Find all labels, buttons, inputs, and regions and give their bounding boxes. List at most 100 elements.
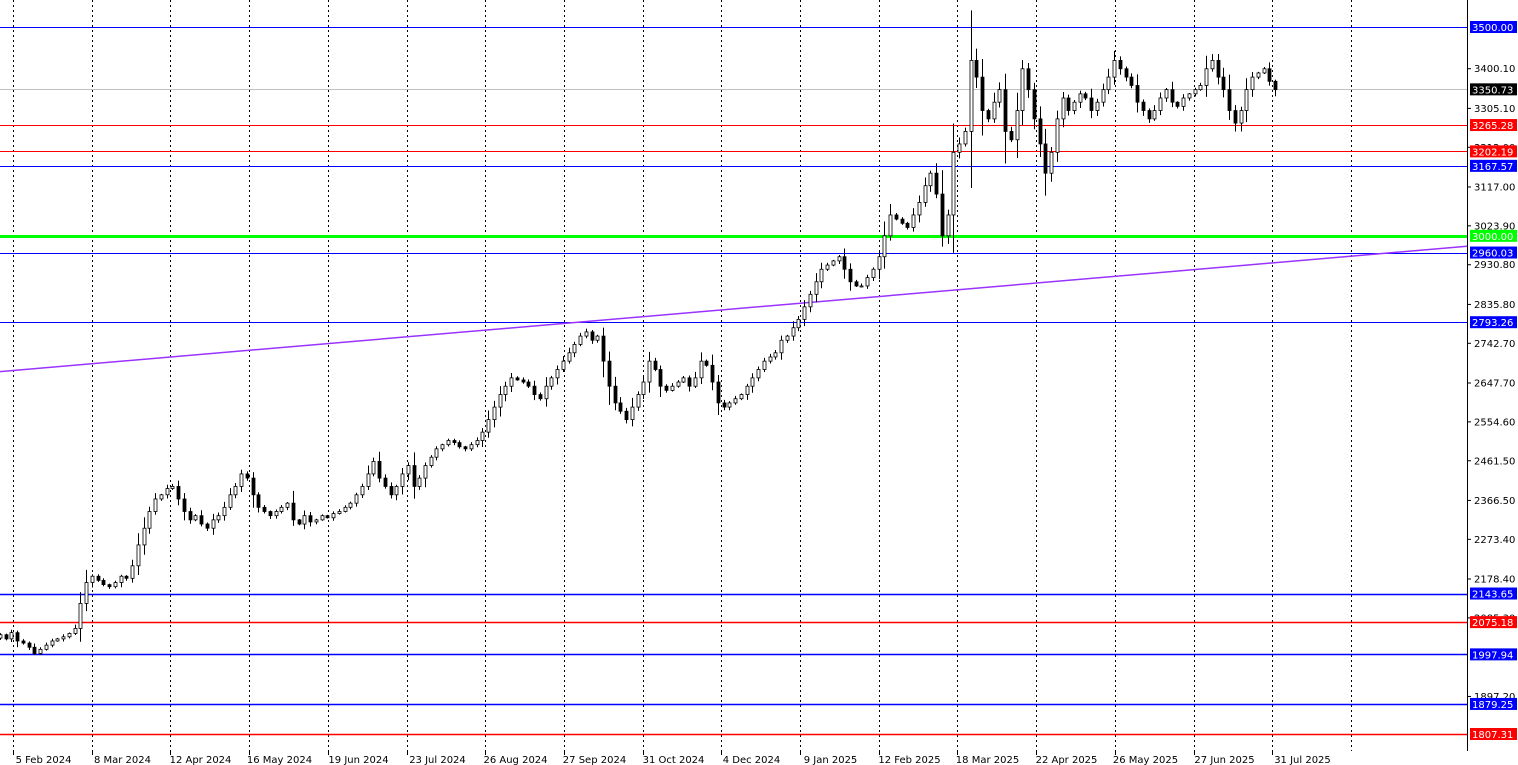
candle-body <box>193 515 198 521</box>
candle-body <box>894 214 899 220</box>
x-tick-label: 27 Sep 2024 <box>563 755 626 765</box>
candle <box>27 641 32 651</box>
candle <box>366 465 371 490</box>
candle <box>119 574 124 588</box>
y-tick-label: 2366.50 <box>1474 496 1515 507</box>
candle <box>1239 106 1244 132</box>
level-lines <box>0 27 1467 736</box>
candle-body <box>1198 85 1203 91</box>
candle-body <box>1118 60 1123 70</box>
candle <box>590 330 595 344</box>
candle-body <box>1106 76 1111 91</box>
level-label-box <box>1470 229 1517 242</box>
candle-body <box>768 356 773 362</box>
candle <box>216 512 221 523</box>
candle <box>1043 128 1048 196</box>
candle-body <box>974 60 979 78</box>
candle <box>84 569 89 612</box>
candle <box>515 376 520 381</box>
candle <box>44 642 49 651</box>
candle <box>584 328 589 339</box>
candle <box>750 373 755 393</box>
candle <box>302 510 307 530</box>
candle <box>1095 98 1100 116</box>
candle-body <box>44 644 49 650</box>
candle <box>739 393 744 401</box>
candle <box>1055 110 1060 162</box>
candle-body <box>756 369 761 379</box>
candle <box>343 505 348 513</box>
candle-body <box>256 494 261 508</box>
candle-body <box>521 379 526 383</box>
candle-body <box>130 565 135 579</box>
candle <box>211 513 216 535</box>
candle <box>245 471 250 481</box>
candle-body <box>1009 131 1014 141</box>
candle <box>877 251 882 280</box>
candle <box>658 365 663 397</box>
candle-body <box>279 506 284 512</box>
candle-body <box>1026 68 1031 91</box>
candle <box>532 380 537 401</box>
candle <box>55 637 60 642</box>
candle <box>1083 91 1088 101</box>
candle-body <box>676 381 681 387</box>
candle <box>233 483 238 499</box>
candle-body <box>412 465 417 487</box>
candle <box>308 511 313 527</box>
level-label: 3265.28 <box>1470 119 1517 132</box>
y-tick-label: 2742.70 <box>1474 339 1515 350</box>
candle-body <box>182 498 187 512</box>
candle-body <box>567 352 572 362</box>
candle <box>831 259 836 267</box>
candle <box>205 522 210 531</box>
x-tick-label: 12 Apr 2024 <box>170 755 232 765</box>
candle-body <box>1187 93 1192 99</box>
y-tick-label: 1897.20 <box>1474 692 1515 703</box>
candle <box>1227 74 1232 120</box>
candle-body <box>549 377 554 387</box>
candle-body <box>434 448 439 458</box>
y-tick-label: 2461.50 <box>1474 456 1515 467</box>
candle <box>595 334 600 343</box>
candle-body <box>1216 60 1221 78</box>
y-tick-label: 2554.60 <box>1474 417 1515 428</box>
candle <box>452 438 457 446</box>
x-tick-label: 9 Jan 2025 <box>804 755 858 765</box>
candle <box>980 59 985 136</box>
level-label: 2143.65 <box>1470 587 1517 601</box>
candle-body <box>750 377 755 387</box>
candle-body <box>699 360 704 379</box>
x-tick-label: 12 Feb 2025 <box>878 755 940 765</box>
x-axis-ticks: 5 Feb 2024 8 Mar 2024 12 Apr 2024 16 May 20… <box>13 751 1331 765</box>
candle-body <box>1055 118 1060 153</box>
candle <box>762 357 767 372</box>
candle <box>957 137 962 159</box>
candle <box>170 483 175 490</box>
candle <box>555 365 560 385</box>
candle-body <box>498 394 503 408</box>
candle <box>549 375 554 390</box>
candle <box>0 633 3 640</box>
candle <box>406 462 411 481</box>
candle <box>32 643 37 656</box>
candle <box>1009 126 1014 143</box>
candle <box>1026 63 1031 98</box>
candle <box>1147 108 1152 123</box>
x-tick-label: 5 Feb 2024 <box>16 755 72 765</box>
candle-body <box>343 506 348 512</box>
level-label-box <box>1470 246 1517 259</box>
candle <box>9 629 14 643</box>
candle-body <box>262 506 267 512</box>
x-tick-label: 8 Mar 2024 <box>94 755 151 765</box>
candle-body <box>1083 93 1088 99</box>
candle-body <box>233 486 238 496</box>
candle-body <box>15 632 20 642</box>
level-label: 1879.25 <box>1470 697 1517 711</box>
level-label-value: 2960.03 <box>1472 249 1513 260</box>
candle-body <box>636 394 641 408</box>
level-label-value: 3265.28 <box>1472 121 1513 132</box>
candle <box>268 510 273 520</box>
candle-body <box>32 646 37 654</box>
